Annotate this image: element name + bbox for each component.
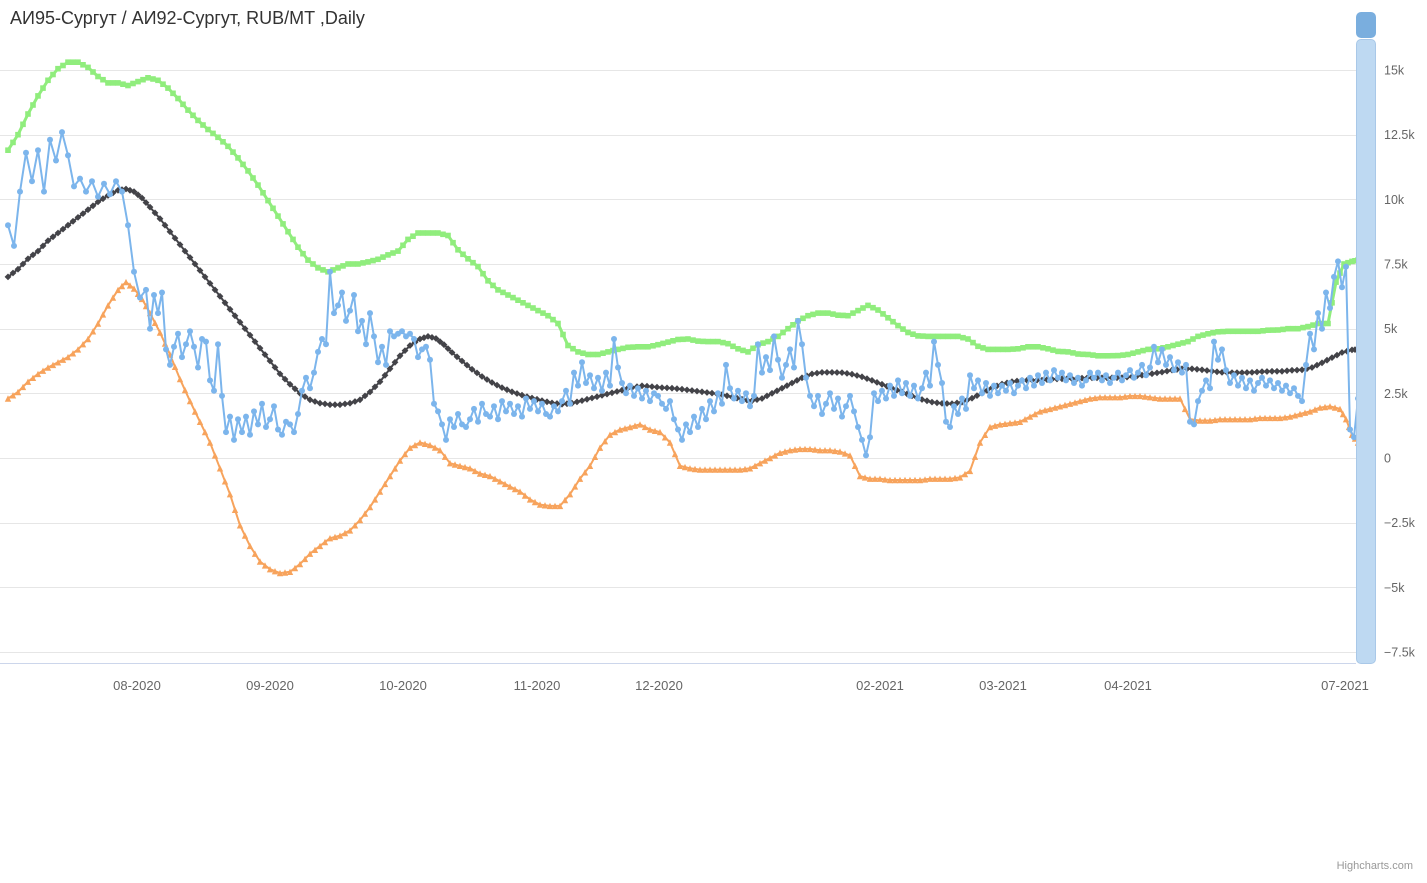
svg-text:10k: 10k <box>1384 193 1405 207</box>
highcharts-credits-link[interactable]: Highcharts.com <box>1336 860 1413 872</box>
series-lower-band <box>4 278 1362 577</box>
series-upper-band <box>5 59 1361 359</box>
chart-plot-area: 15k 12.5k 10k 7.5k 5k 2.5k 0 −2.5k −5k −7.5k 08-20… <box>0 59 1416 693</box>
svg-text:03-2021: 03-2021 <box>979 678 1027 693</box>
svg-text:11-2020: 11-2020 <box>514 678 561 693</box>
series-average <box>4 185 1362 409</box>
vertical-scrollbar[interactable] <box>1356 12 1376 664</box>
svg-text:12.5k: 12.5k <box>1384 128 1415 142</box>
chart-title: АИ95-Сургут / АИ92-Сургут, RUB/MT ,Daily <box>10 8 365 28</box>
gridlines <box>0 70 1356 653</box>
svg-text:07-2021: 07-2021 <box>1321 678 1369 693</box>
svg-text:15k: 15k <box>1384 64 1405 78</box>
svg-text:−2.5k: −2.5k <box>1384 516 1416 530</box>
svg-text:−5k: −5k <box>1384 581 1405 595</box>
svg-text:−7.5k: −7.5k <box>1384 646 1416 660</box>
svg-text:02-2021: 02-2021 <box>856 678 904 693</box>
svg-text:5k: 5k <box>1384 322 1398 336</box>
x-axis-labels: 08-2020 09-2020 10-2020 11-2020 12-2020 02-20… <box>113 678 1369 693</box>
svg-text:08-2020: 08-2020 <box>113 678 161 693</box>
svg-text:09-2020: 09-2020 <box>246 678 294 693</box>
svg-text:04-2021: 04-2021 <box>1104 678 1152 693</box>
svg-text:7.5k: 7.5k <box>1384 258 1408 272</box>
svg-text:12-2020: 12-2020 <box>635 678 683 693</box>
scrollbar-up-button[interactable] <box>1356 12 1376 38</box>
svg-text:10-2020: 10-2020 <box>379 678 427 693</box>
scrollbar-thumb[interactable] <box>1356 39 1376 664</box>
y-axis-labels: 15k 12.5k 10k 7.5k 5k 2.5k 0 −2.5k −5k −7.5k <box>1384 64 1416 660</box>
svg-text:0: 0 <box>1384 452 1391 466</box>
svg-text:2.5k: 2.5k <box>1384 387 1408 401</box>
series-spread <box>5 129 1361 459</box>
